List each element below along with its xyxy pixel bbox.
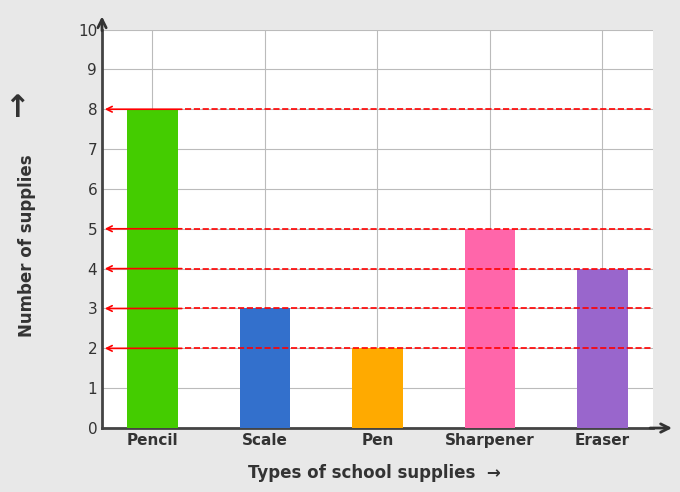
Bar (464, 229, 515, 428)
Bar (127, 109, 177, 428)
Bar (577, 269, 628, 428)
Bar (239, 308, 290, 428)
Text: ↑: ↑ (4, 94, 30, 123)
Bar (352, 348, 403, 428)
Text: Types of school supplies  →: Types of school supplies → (248, 464, 500, 482)
Text: Number of supplies: Number of supplies (18, 154, 36, 338)
